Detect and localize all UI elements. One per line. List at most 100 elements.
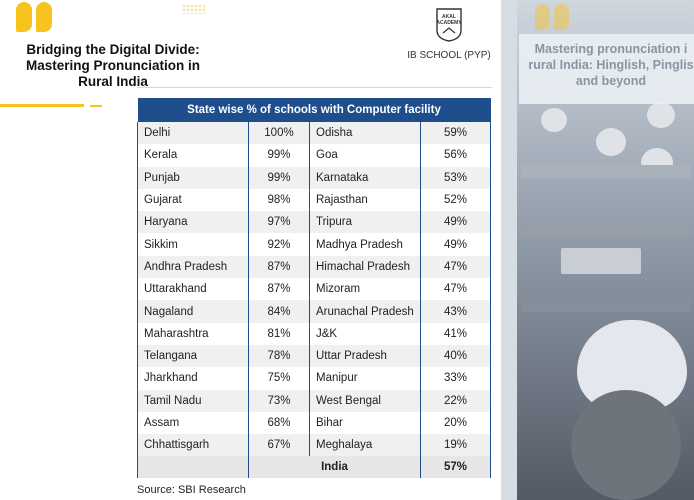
- title-line-3: Rural India: [78, 74, 148, 89]
- state-name: Karnataka: [309, 166, 421, 189]
- page-title: Bridging the Digital Divide: Mastering P…: [18, 42, 208, 90]
- state-percent: 52%: [420, 188, 491, 212]
- state-name: Mizoram: [309, 278, 421, 301]
- state-percent: 67%: [248, 434, 310, 457]
- state-percent: 99%: [248, 144, 310, 167]
- state-percent: 87%: [248, 278, 310, 301]
- state-percent: 81%: [248, 322, 310, 345]
- state-name: Uttar Pradesh: [309, 344, 421, 368]
- logo-text-line-1: AKAL: [442, 14, 456, 20]
- side-photo-panel: Mastering pronunciation i rural India: H…: [501, 0, 694, 500]
- table-row: Gujarat 98% Rajasthan 52%: [137, 188, 491, 212]
- logo-text-line-2: ACADEMY: [436, 20, 462, 26]
- divider: [137, 87, 492, 88]
- table-row: Assam 68% Bihar 20%: [137, 411, 491, 435]
- table-row: Jharkhand 75% Manipur 33%: [137, 367, 491, 390]
- state-name: Nagaland: [137, 300, 249, 323]
- title-line-2: Mastering Pronunciation in: [25, 58, 200, 73]
- state-name: Tamil Nadu: [137, 389, 249, 412]
- state-percent: 47%: [420, 255, 491, 279]
- state-name: Madhya Pradesh: [309, 233, 421, 256]
- state-percent: 53%: [420, 166, 491, 189]
- table-row: Sikkim 92% Madhya Pradesh 49%: [137, 233, 491, 256]
- logo-text: AKAL ACADEMY: [435, 14, 463, 26]
- state-percent: 73%: [248, 389, 310, 412]
- state-name: Telangana: [137, 344, 249, 368]
- state-percent: 40%: [420, 344, 491, 368]
- state-percent: 97%: [248, 211, 310, 234]
- side-caption: Mastering pronunciation i rural India: H…: [521, 41, 694, 89]
- akal-academy-logo-icon: [436, 8, 462, 42]
- side-caption-line-1: Mastering pronunciation i: [534, 42, 688, 56]
- state-name: Andhra Pradesh: [137, 255, 249, 279]
- state-percent: 92%: [248, 233, 310, 256]
- school-label: IB SCHOOL (PYP): [407, 50, 491, 61]
- state-name: Gujarat: [137, 188, 249, 212]
- state-percent: 75%: [248, 367, 310, 390]
- table-row: Delhi 100% Odisha 59%: [137, 122, 491, 145]
- state-name: Haryana: [137, 211, 249, 234]
- state-percent: 47%: [420, 278, 491, 301]
- table-row: Andhra Pradesh 87% Himachal Pradesh 47%: [137, 255, 491, 279]
- state-name: West Bengal: [309, 389, 421, 412]
- state-percent: 33%: [420, 367, 491, 390]
- state-percent: 59%: [420, 122, 491, 145]
- state-percent: 22%: [420, 389, 491, 412]
- table-row: Tamil Nadu 73% West Bengal 22%: [137, 389, 491, 412]
- state-name: Odisha: [309, 122, 421, 145]
- accent-line-short: [90, 105, 102, 107]
- state-name: Manipur: [309, 367, 421, 390]
- state-name: Goa: [309, 144, 421, 167]
- state-percent: 84%: [248, 300, 310, 323]
- table-row: Maharashtra 81% J&K 41%: [137, 322, 491, 345]
- state-name: Kerala: [137, 144, 249, 167]
- decorative-dots: [182, 4, 206, 14]
- table-row: Chhattisgarh 67% Meghalaya 19%: [137, 434, 491, 457]
- table-row: Kerala 99% Goa 56%: [137, 144, 491, 167]
- source-note: Source: SBI Research: [137, 484, 246, 496]
- state-percent: 87%: [248, 255, 310, 279]
- state-name: Sikkim: [137, 233, 249, 256]
- accent-line: [0, 104, 84, 107]
- state-name: Bihar: [309, 411, 421, 435]
- quote-mark-icon: [16, 2, 56, 34]
- table-row: Haryana 97% Tripura 49%: [137, 211, 491, 234]
- state-percent: 56%: [420, 144, 491, 167]
- table-total-row: India 57%: [137, 456, 491, 479]
- total-spacer: [137, 456, 249, 479]
- state-name: Punjab: [137, 166, 249, 189]
- state-percent: 68%: [248, 411, 310, 435]
- state-name: Jharkhand: [137, 367, 249, 390]
- total-value: 57%: [420, 456, 491, 479]
- state-percent: 78%: [248, 344, 310, 368]
- state-percent: 49%: [420, 233, 491, 256]
- table-row: Uttarakhand 87% Mizoram 47%: [137, 278, 491, 301]
- state-name: Assam: [137, 411, 249, 435]
- state-percent: 99%: [248, 166, 310, 189]
- state-percent: 98%: [248, 188, 310, 212]
- table-title: State wise % of schools with Computer fa…: [137, 98, 491, 122]
- state-name: Maharashtra: [137, 322, 249, 345]
- computer-facility-table: State wise % of schools with Computer fa…: [137, 98, 491, 479]
- state-name: Meghalaya: [309, 434, 421, 457]
- state-name: Himachal Pradesh: [309, 255, 421, 279]
- state-name: Arunachal Pradesh: [309, 300, 421, 323]
- table-row: Punjab 99% Karnataka 53%: [137, 166, 491, 189]
- state-percent: 41%: [420, 322, 491, 345]
- state-name: Delhi: [137, 122, 249, 145]
- state-percent: 49%: [420, 211, 491, 234]
- table-row: Nagaland 84% Arunachal Pradesh 43%: [137, 300, 491, 323]
- total-label: India: [248, 456, 421, 479]
- state-name: Rajasthan: [309, 188, 421, 212]
- state-percent: 19%: [420, 434, 491, 457]
- state-percent: 20%: [420, 411, 491, 435]
- state-name: Chhattisgarh: [137, 434, 249, 457]
- side-caption-line-2: rural India: Hinglish, Pinglis: [528, 58, 694, 72]
- state-name: J&K: [309, 322, 421, 345]
- title-line-1: Bridging the Digital Divide:: [26, 42, 200, 57]
- side-caption-line-3: and beyond: [575, 74, 647, 88]
- state-percent: 100%: [248, 122, 310, 145]
- state-percent: 43%: [420, 300, 491, 323]
- state-name: Tripura: [309, 211, 421, 234]
- table-row: Telangana 78% Uttar Pradesh 40%: [137, 344, 491, 368]
